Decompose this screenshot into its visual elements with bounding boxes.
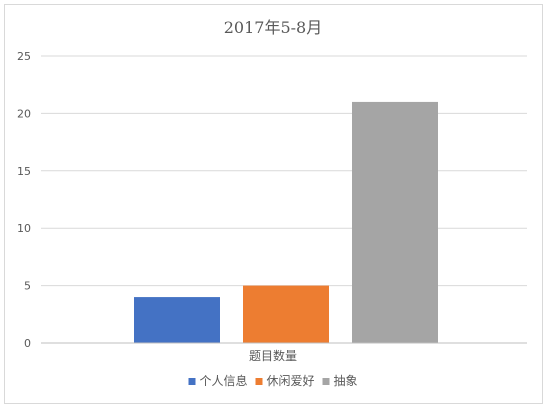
legend-swatch xyxy=(255,378,263,385)
legend-item: 个人信息 xyxy=(188,373,248,388)
gridlines xyxy=(41,55,527,287)
bar-2 xyxy=(243,285,329,343)
bar-3 xyxy=(352,101,438,343)
y-tick-label: 20 xyxy=(17,107,31,120)
bars xyxy=(134,101,438,343)
y-tick-label: 25 xyxy=(17,50,31,63)
chart-title: 2017年5-8月 xyxy=(224,18,323,37)
legend-label: 抽象 xyxy=(334,374,358,388)
legend-label: 个人信息 xyxy=(200,373,248,388)
legend-item: 休闲爱好 xyxy=(255,374,315,388)
y-tick-label: 5 xyxy=(24,280,31,293)
legend: 个人信息 休闲爱好 抽象 xyxy=(188,373,358,388)
legend-label: 休闲爱好 xyxy=(267,374,315,388)
y-tick-label: 15 xyxy=(17,165,31,178)
legend-item: 抽象 xyxy=(322,374,358,388)
bar-1 xyxy=(134,297,220,343)
y-tick-label: 10 xyxy=(17,222,31,235)
legend-swatch xyxy=(188,378,196,385)
y-axis-ticks: 0 5 10 15 20 25 xyxy=(17,50,31,350)
legend-swatch xyxy=(322,378,330,385)
y-tick-label: 0 xyxy=(24,337,31,350)
category-label: 题目数量 xyxy=(249,348,297,363)
